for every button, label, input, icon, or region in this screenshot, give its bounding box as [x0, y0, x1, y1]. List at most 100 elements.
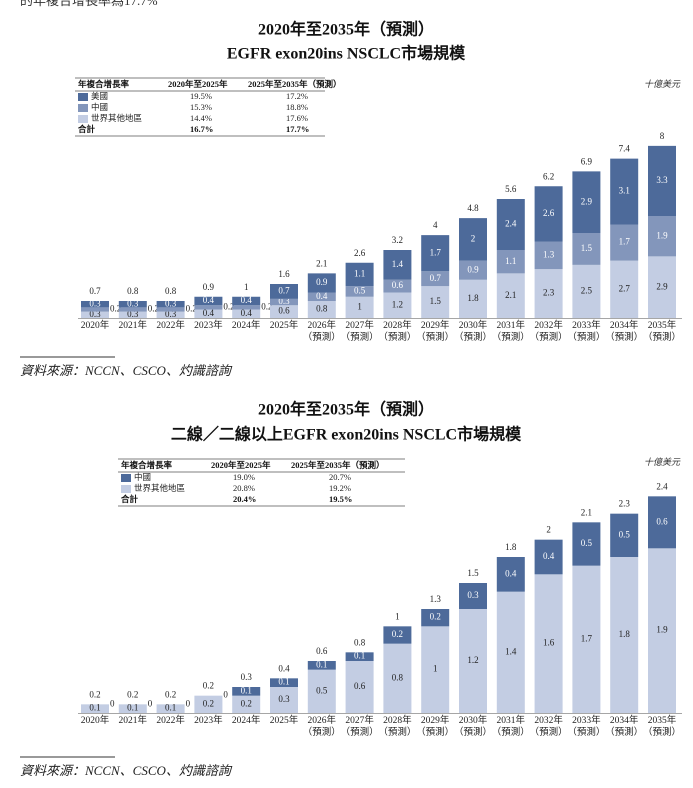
table-header: 年複合增長率 — [78, 79, 130, 89]
bar-segment — [194, 305, 223, 310]
segment-label: 0.7 — [430, 273, 442, 283]
chart-subtitle: EGFR exon20ins NSCLC市場規模 — [227, 44, 466, 63]
total-label: 2.6 — [354, 248, 366, 258]
bar-segment — [534, 574, 563, 713]
segment-label: 0.2 — [241, 698, 252, 708]
table-total: 19.5% — [329, 494, 352, 504]
segment-label: 2.1 — [505, 290, 516, 300]
x-tick-label: 2031年 （預測） — [491, 321, 530, 343]
x-tick-label: 2032年 （預測） — [529, 716, 568, 738]
segment-label: 2.9 — [581, 196, 593, 206]
segment-label: 0.4 — [316, 291, 328, 301]
x-tick-label: 2027年 （預測） — [340, 321, 379, 343]
total-label: 1.8 — [505, 542, 517, 552]
x-tick-label: 2030年 （預測） — [453, 321, 492, 343]
bar-segment — [81, 704, 109, 713]
segment-label: 0.3 — [467, 590, 479, 600]
segment-label: 0.3 — [278, 296, 290, 306]
bar-segment — [270, 284, 298, 299]
segment-label: 0.8 — [392, 672, 404, 682]
x-tick-label: 2035年 （預測） — [642, 321, 681, 343]
segment-label: 1.1 — [505, 256, 516, 266]
x-tick-label: 2025年 — [269, 321, 299, 331]
bar-segment — [307, 301, 336, 318]
bar-segment — [383, 292, 412, 318]
bar-segment — [194, 309, 223, 318]
x-tick-label: 2028年 （預測） — [378, 716, 417, 738]
bar-segment — [383, 250, 412, 280]
bar-segment — [610, 224, 639, 261]
table-cell: 19.2% — [329, 483, 351, 493]
table-header: 年複合增長率 — [121, 460, 173, 470]
segment-label: 2 — [471, 233, 476, 243]
bar-segment — [534, 241, 563, 270]
x-tick-label: 2021年 — [118, 716, 148, 726]
segment-label: 0.4 — [241, 308, 253, 318]
x-tick-label: 2024年 — [231, 716, 261, 726]
total-label: 6.9 — [581, 156, 593, 166]
segment-label: 1.7 — [619, 237, 631, 247]
bar-segment — [534, 186, 563, 242]
bar-segment — [610, 260, 639, 318]
table-cell: 20.7% — [329, 472, 351, 482]
bar-segment — [421, 235, 450, 272]
segment-label: 0.3 — [89, 298, 101, 308]
segment-label: 0.1 — [127, 703, 138, 713]
legend-label: 美國 — [91, 91, 108, 101]
bar-segment — [118, 307, 147, 312]
unit-label: 十億美元 — [644, 457, 681, 467]
x-tick-label: 2020年 — [80, 716, 110, 726]
segment-label: 0.1 — [89, 703, 100, 713]
segment-label: 0 — [223, 690, 228, 700]
bar-segment — [648, 216, 676, 257]
bar-segment — [459, 260, 487, 280]
bar-segment — [496, 591, 525, 713]
total-label: 0.2 — [127, 689, 138, 699]
bar-segment — [572, 233, 601, 265]
legend-swatch — [121, 474, 131, 482]
segment-label: 1.8 — [467, 293, 479, 303]
header-fragment: 的年複合增長率為17.7% — [20, 0, 158, 8]
segment-label: 0.6 — [278, 306, 290, 316]
x-tick-label: 2021年 — [118, 321, 148, 331]
bar-segment — [459, 218, 487, 261]
segment-label: 0.2 — [223, 301, 234, 311]
bar-segment — [118, 704, 147, 713]
bar-segment — [345, 262, 374, 287]
bar-segment — [648, 256, 676, 318]
segment-label: 0 — [148, 698, 153, 708]
bar-segment — [81, 307, 109, 312]
segment-label: 0.6 — [656, 516, 668, 526]
total-label: 1.6 — [278, 269, 290, 279]
segment-label: 1 — [357, 301, 362, 311]
segment-label: 0.2 — [430, 612, 441, 622]
chart-title: 2020年至2035年（預測） — [258, 400, 434, 419]
total-label: 2.4 — [656, 481, 668, 491]
bar-segment — [232, 687, 261, 696]
total-label: 4 — [433, 220, 438, 230]
segment-label: 0.1 — [316, 659, 327, 669]
segment-label: 1.5 — [581, 243, 593, 253]
segment-label: 0.3 — [89, 309, 101, 319]
table-header: 2020年至2025年 — [168, 79, 228, 89]
segment-label: 0.2 — [203, 698, 214, 708]
segment-label: 2.6 — [543, 208, 555, 218]
source-note: 資料來源：NCCN、CSCO、灼識諮詢 — [20, 363, 233, 378]
bar-segment — [459, 279, 487, 318]
segment-label: 0.5 — [316, 685, 328, 695]
segment-label: 0.8 — [316, 304, 328, 314]
table-cell: 20.8% — [233, 483, 255, 493]
table-total-label: 合計 — [120, 494, 139, 504]
table-total: 16.7% — [190, 124, 213, 134]
bar-segment — [648, 548, 676, 713]
total-label: 1.5 — [467, 568, 479, 578]
segment-label: 2.5 — [581, 286, 593, 296]
x-tick-label: 2029年 （預測） — [416, 321, 455, 343]
total-label: 0.7 — [89, 286, 101, 296]
table-total: 17.7% — [286, 124, 309, 134]
segment-label: 0.4 — [543, 551, 555, 561]
bar-segment — [307, 661, 336, 670]
segment-label: 0 — [186, 698, 191, 708]
bar-segment — [232, 296, 261, 306]
bar-segment — [307, 292, 336, 301]
